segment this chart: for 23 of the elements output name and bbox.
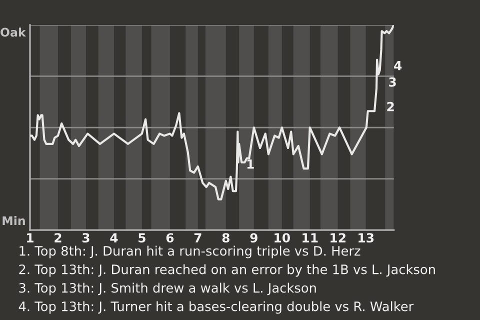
text: 4. Top 13th: J. Turner hit a bases-clearing double vs R. Walker (18, 301, 414, 314)
x-tick-label: 11 (302, 233, 318, 242)
annotation: 1 (247, 160, 254, 169)
x-tick-label: 7 (194, 233, 202, 242)
text: 2. Top 13th: J. Duran reached on an error by the 1B vs L. Jackson (19, 264, 435, 277)
text: 3. Top 13th: J. Smith drew a walk vs L. Jackson (19, 282, 316, 296)
x-tick-label: 6 (166, 233, 174, 243)
x-tick-label: 1 (27, 233, 34, 242)
text: Min (2, 216, 25, 226)
x-tick-label: 5 (138, 233, 146, 243)
annotation: 2 (387, 102, 394, 112)
annotation: 3 (389, 77, 396, 87)
text: Oak (0, 28, 26, 37)
text: 1. Top 8th: J. Duran hit a run-scoring triple vs D. Herz (20, 246, 360, 258)
x-tick-label: 3 (82, 233, 90, 243)
x-tick-label: 12 (330, 233, 346, 242)
annotation: 4 (394, 61, 402, 70)
x-tick-label: 13 (358, 233, 374, 243)
x-tick-label: 2 (54, 233, 62, 242)
x-tick-label: 9 (250, 233, 258, 243)
x-tick-label: 4 (110, 233, 118, 242)
x-tick-label: 10 (274, 233, 290, 243)
x-tick-label: 8 (222, 233, 230, 243)
